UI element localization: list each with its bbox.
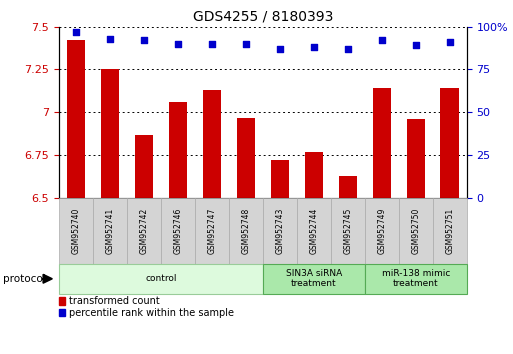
Point [276, 46, 284, 52]
Point [174, 41, 182, 46]
Title: GDS4255 / 8180393: GDS4255 / 8180393 [193, 10, 333, 24]
Text: control: control [145, 274, 176, 283]
Point [412, 42, 420, 48]
Point [378, 38, 386, 43]
Bar [406, 119, 425, 198]
Point [106, 36, 114, 41]
Point [310, 44, 318, 50]
Text: GSM952747: GSM952747 [207, 208, 216, 254]
Bar [270, 160, 289, 198]
Bar [67, 40, 85, 198]
Bar [305, 152, 323, 198]
Bar [441, 88, 459, 198]
Point [208, 41, 216, 46]
Point [140, 38, 148, 43]
Text: transformed count: transformed count [69, 296, 160, 306]
Bar [169, 102, 187, 198]
Text: SIN3A siRNA
treatment: SIN3A siRNA treatment [286, 269, 342, 289]
Text: GSM952745: GSM952745 [343, 208, 352, 254]
Text: GSM952740: GSM952740 [71, 208, 81, 254]
Point [344, 46, 352, 52]
Text: GSM952749: GSM952749 [378, 208, 386, 254]
Bar [203, 90, 221, 198]
Text: GSM952744: GSM952744 [309, 208, 319, 254]
Text: GSM952741: GSM952741 [106, 208, 114, 254]
Text: miR-138 mimic
treatment: miR-138 mimic treatment [382, 269, 450, 289]
Text: GSM952742: GSM952742 [140, 208, 148, 254]
Text: GSM952750: GSM952750 [411, 208, 420, 254]
Text: GSM952748: GSM952748 [242, 208, 250, 254]
Text: protocol: protocol [3, 274, 45, 284]
Text: percentile rank within the sample: percentile rank within the sample [69, 308, 234, 318]
Point [72, 29, 80, 35]
Bar [339, 176, 357, 198]
Point [446, 39, 454, 45]
Bar [101, 69, 120, 198]
Bar [236, 118, 255, 198]
Bar [372, 88, 391, 198]
Bar [134, 135, 153, 198]
Text: GSM952743: GSM952743 [275, 208, 284, 254]
Text: GSM952746: GSM952746 [173, 208, 183, 254]
Text: GSM952751: GSM952751 [445, 208, 455, 254]
Point [242, 41, 250, 46]
